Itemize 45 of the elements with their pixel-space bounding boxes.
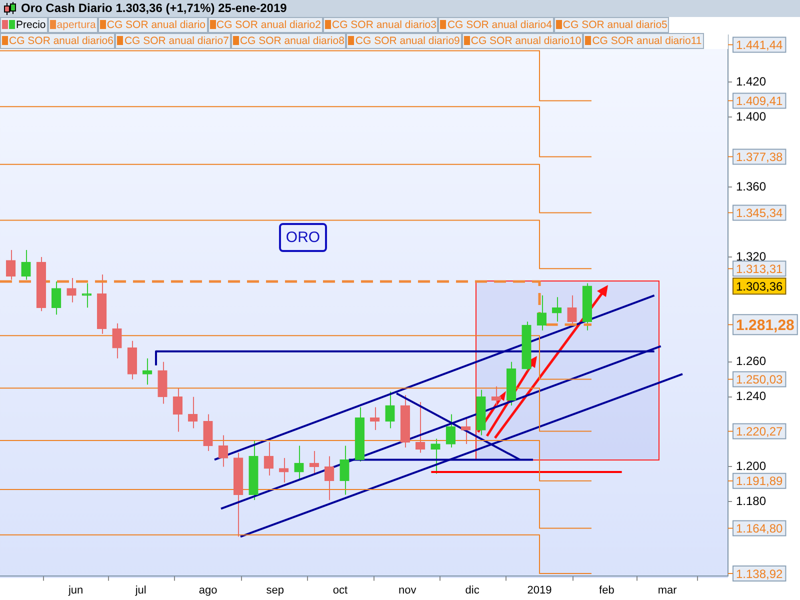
y-tick-label: 1.360 xyxy=(736,179,766,194)
y-tick-label: 1.400 xyxy=(736,109,766,124)
y2-tick-label: 1.441,44 xyxy=(736,38,784,52)
legend-label: CG SOR anual diario9 xyxy=(346,33,462,49)
legend-label: CG SOR anual diario6 xyxy=(0,33,116,49)
legend-label: CG SOR anual diario7 xyxy=(115,33,231,49)
legend-label: CG SOR anual diario11 xyxy=(583,33,704,49)
y2-tick-label: 1.313,31 xyxy=(736,262,784,276)
legend-label: CG SOR anual diario10 xyxy=(462,33,584,49)
annotation: ORO xyxy=(279,223,327,252)
y2-tick-label: 1.345,34 xyxy=(736,206,784,220)
y2-tick-label: 1.377,38 xyxy=(736,150,784,164)
x-tick-label: sep xyxy=(266,584,284,596)
x-tick-label: jul xyxy=(134,584,146,596)
y2-tick-label: 1.164,80 xyxy=(736,522,784,536)
legend-label: apertura xyxy=(48,17,98,33)
y2-tick-label: 1.409,41 xyxy=(736,94,784,108)
x-tick-label: nov xyxy=(398,584,417,596)
y2-tick-label: 1.191,89 xyxy=(736,474,784,488)
legend-label: CG SOR anual diario xyxy=(98,17,208,33)
x-tick-label: feb xyxy=(599,584,614,596)
y-tick-label: 1.420 xyxy=(736,74,766,89)
legend-label: CG SOR anual diario4 xyxy=(438,17,554,33)
y2-tick-label: 1.250,03 xyxy=(736,372,784,387)
y-tick-label: 1.200 xyxy=(736,459,766,474)
x-tick-label: dic xyxy=(465,584,480,596)
x-tick-label: ago xyxy=(198,584,218,596)
legend-label: CG SOR anual diario2 xyxy=(208,17,323,33)
chart-title: Oro Cash Diario 1.303,36 (+1,71%) 25-ene-2019 xyxy=(21,0,287,17)
x-tick-label: jun xyxy=(67,584,84,596)
legend-label: CG SOR anual diario5 xyxy=(554,17,670,33)
x-tick-label: 2019 xyxy=(527,584,552,596)
legend-label: Precio xyxy=(0,17,48,33)
y2-tick-label: 1.138,92 xyxy=(736,566,784,581)
y-tick-label: 1.240 xyxy=(736,389,766,404)
x-tick-label: mar xyxy=(658,584,678,596)
y-tick-label: 1.180 xyxy=(736,494,766,508)
y-tick-label: 1.260 xyxy=(736,354,766,368)
x-tick-label: oct xyxy=(332,584,348,596)
y2-tick-label: 1.281,28 xyxy=(736,316,794,334)
legend-label: CG SOR anual diario3 xyxy=(322,17,438,33)
y-tick-label: 1.320 xyxy=(736,249,766,264)
legend-label: CG SOR anual diario8 xyxy=(230,33,346,49)
y2-tick-label: 1.220,27 xyxy=(736,424,784,439)
text: 1.303,36 xyxy=(736,279,784,294)
